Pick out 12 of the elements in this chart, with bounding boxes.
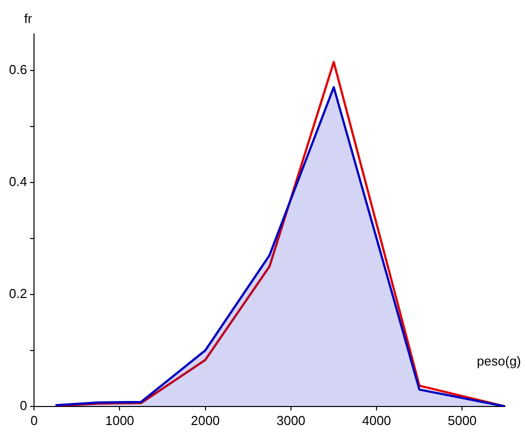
x-tick-label: 4000 (362, 412, 392, 428)
y-axis-title: fr (24, 11, 33, 26)
x-axis-title: peso(g) (476, 353, 521, 368)
y-tick-label: 0.4 (8, 174, 28, 189)
y-tick-label: 0.6 (8, 62, 28, 77)
x-tick-label: 5000 (448, 412, 477, 428)
x-tick-label: 2000 (190, 412, 220, 428)
x-tick-label: 3000 (276, 412, 306, 428)
y-tick-label: 0.2 (8, 286, 28, 301)
y-tick-label: 0 (20, 398, 28, 413)
x-tick-label: 0 (30, 412, 38, 428)
x-tick-label: 1000 (105, 412, 134, 428)
